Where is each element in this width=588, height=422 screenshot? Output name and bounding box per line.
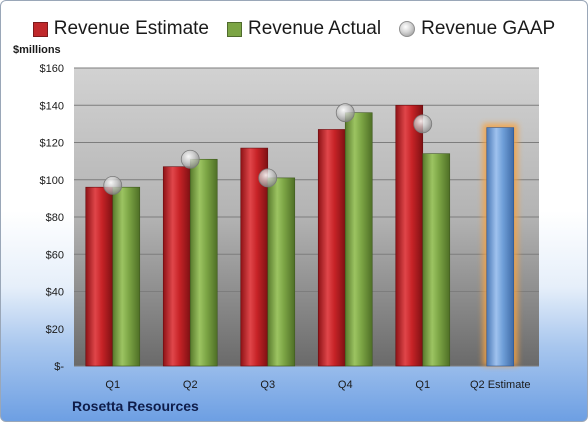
y-tick-label: $20: [46, 324, 64, 336]
legend-swatch-actual: [227, 21, 242, 37]
y-tick-label: $-: [54, 361, 64, 373]
y-tick-label: $140: [40, 100, 64, 112]
bar-revenue-actual: [344, 112, 373, 367]
bar-revenue-actual: [112, 186, 141, 367]
bar-revenue-actual: [267, 177, 296, 367]
x-tick-label: Q2 Estimate: [470, 379, 531, 391]
legend-item-gaap: Revenue GAAP: [399, 18, 555, 40]
bar-revenue-estimate: [85, 186, 114, 367]
bar-revenue-actual: [422, 153, 451, 367]
x-tick-label: Q1: [105, 379, 120, 391]
y-axis-unit-label: $millions: [13, 44, 61, 56]
legend-label-gaap: Revenue GAAP: [421, 18, 556, 39]
x-tick-label: Q2: [183, 379, 198, 391]
x-tick-label: Q4: [338, 379, 353, 391]
x-tick-label: Q1: [415, 379, 430, 391]
marker-revenue-gaap: [103, 175, 123, 195]
bar-revenue-actual: [189, 158, 218, 367]
legend-item-actual: Revenue Actual: [227, 18, 381, 40]
marker-revenue-gaap: [180, 149, 200, 169]
bar-revenue-estimate: [395, 104, 424, 367]
company-name: Rosetta Resources: [72, 398, 199, 414]
legend-label-estimate: Revenue Estimate: [53, 18, 209, 39]
legend-swatch-estimate: [32, 21, 48, 37]
y-tick-label: $80: [46, 212, 64, 224]
x-tick-label: Q3: [260, 379, 275, 391]
bar-revenue-estimate: [317, 129, 346, 367]
marker-revenue-gaap: [335, 103, 355, 123]
y-tick-label: $40: [46, 287, 64, 299]
marker-revenue-gaap: [413, 114, 433, 134]
y-tick-label: $120: [40, 138, 64, 150]
bar-q2-estimate: [486, 127, 515, 367]
y-tick-label: $160: [40, 63, 64, 75]
marker-revenue-gaap: [258, 168, 278, 188]
legend-label-actual: Revenue Actual: [248, 18, 382, 39]
y-tick-label: $60: [46, 249, 64, 261]
legend-marker-gaap: [399, 21, 416, 37]
legend-item-estimate: Revenue Estimate: [32, 18, 209, 40]
y-tick-label: $100: [40, 175, 64, 187]
chart-legend: Revenue Estimate Revenue Actual Revenue …: [0, 16, 588, 42]
bar-revenue-estimate: [162, 166, 191, 367]
